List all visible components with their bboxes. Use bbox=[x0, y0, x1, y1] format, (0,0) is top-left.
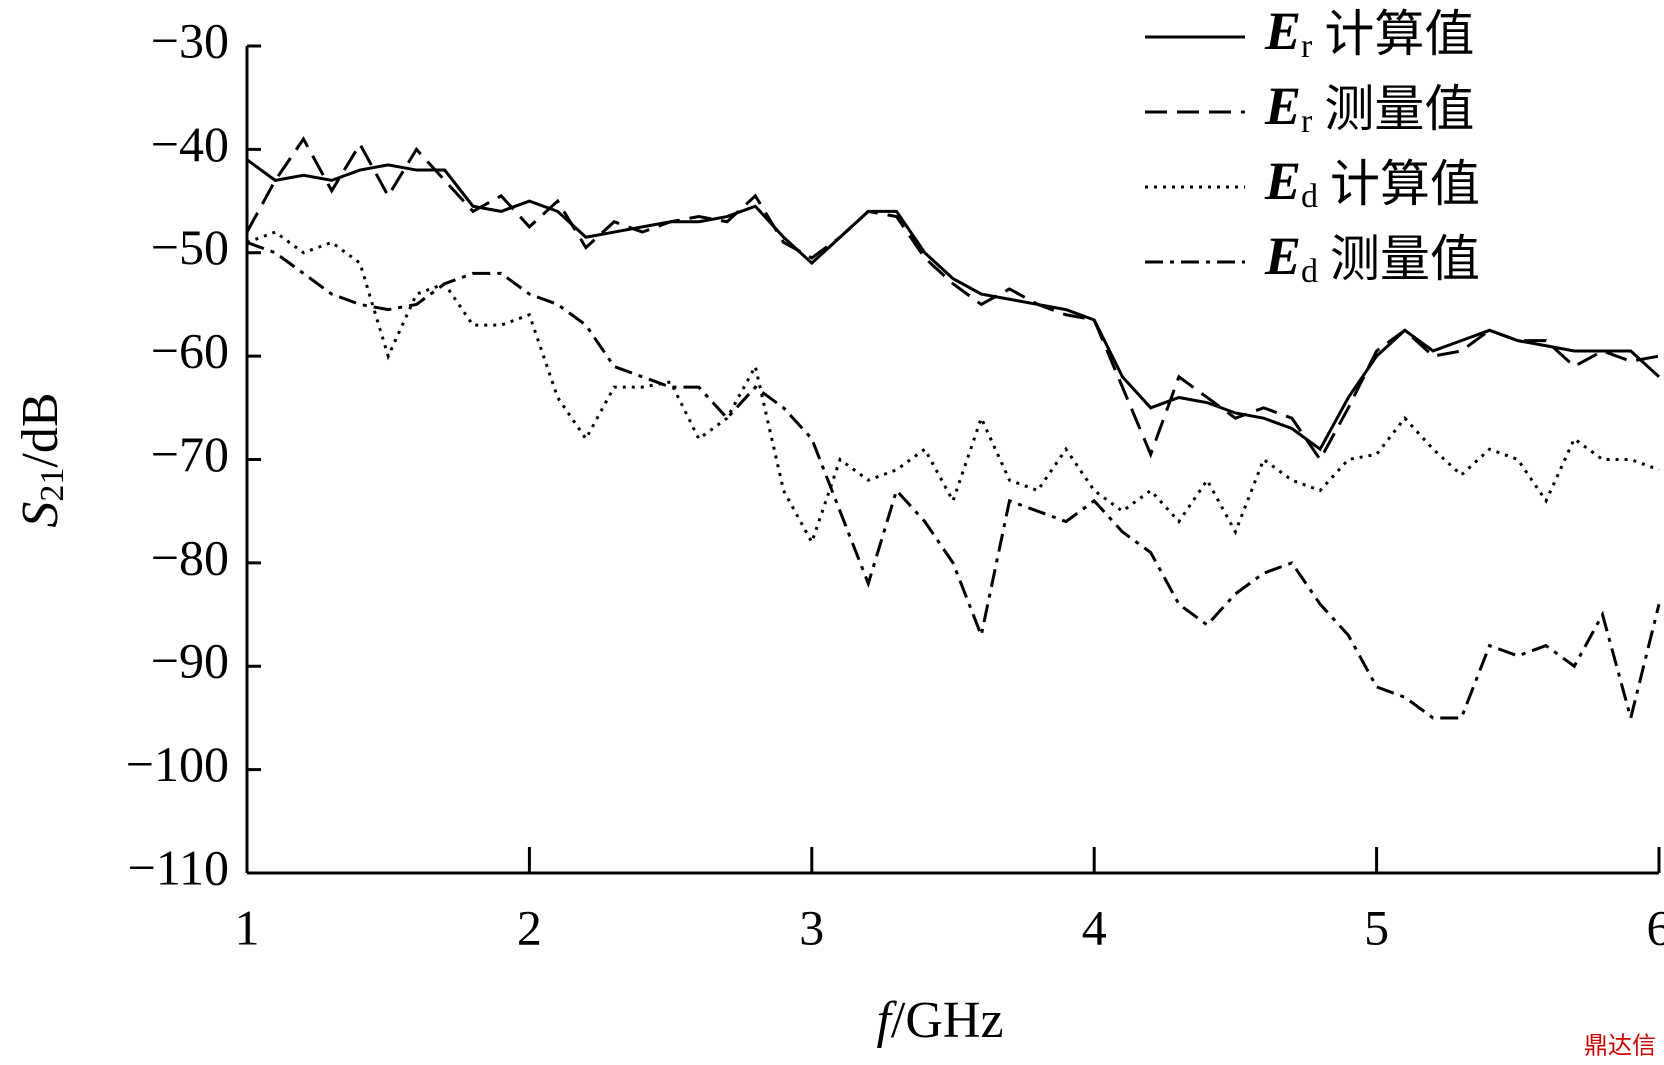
data-line bbox=[246, 158, 1661, 452]
y-axis-label: S21/dB bbox=[12, 392, 71, 527]
legend-symbol: E bbox=[1264, 151, 1301, 211]
legend-name: 测量值 bbox=[1324, 80, 1474, 138]
x-axis-label: f/GHz bbox=[876, 992, 1003, 1049]
y-tick-label: −110 bbox=[128, 839, 229, 895]
x-tick-label: 6 bbox=[1647, 899, 1664, 955]
x-tick-label: 3 bbox=[799, 899, 824, 955]
legend-name: 计算值 bbox=[1330, 155, 1480, 213]
legend-label: Ed 计算值 bbox=[1264, 151, 1480, 214]
y-tick-label: −100 bbox=[126, 736, 229, 792]
legend-symbol: E bbox=[1264, 1, 1301, 61]
y-tick-label: −50 bbox=[151, 219, 229, 275]
legend-name: 测量值 bbox=[1330, 230, 1480, 288]
y-tick-label: −70 bbox=[151, 426, 229, 482]
legend-symbol: E bbox=[1264, 76, 1301, 136]
legend-name: 计算值 bbox=[1324, 5, 1474, 63]
legend-subscript: r bbox=[1301, 28, 1313, 65]
legend-subscript: r bbox=[1301, 103, 1313, 140]
legend-symbol: E bbox=[1264, 226, 1301, 286]
data-line bbox=[246, 230, 1660, 546]
y-tick-label: −80 bbox=[151, 529, 229, 585]
y-tick-label: −40 bbox=[151, 116, 229, 172]
y-tick-label: −60 bbox=[151, 323, 229, 379]
data-line bbox=[245, 136, 1660, 463]
legend-label: Er 计算值 bbox=[1264, 1, 1474, 64]
legend-label: Ed 测量值 bbox=[1264, 226, 1480, 289]
y-tick-label: −30 bbox=[151, 12, 229, 68]
legend-subscript: d bbox=[1301, 253, 1318, 290]
x-tick-label: 5 bbox=[1364, 899, 1389, 955]
x-tick-label: 4 bbox=[1082, 899, 1107, 955]
legend-label: Er 测量值 bbox=[1264, 76, 1474, 139]
y-tick-label: −90 bbox=[151, 633, 229, 689]
x-tick-label: 1 bbox=[235, 899, 260, 955]
watermark: 鼎达信 bbox=[1584, 1033, 1656, 1060]
data-line bbox=[246, 241, 1661, 724]
x-tick-label: 2 bbox=[517, 899, 542, 955]
legend-subscript: d bbox=[1301, 178, 1318, 215]
